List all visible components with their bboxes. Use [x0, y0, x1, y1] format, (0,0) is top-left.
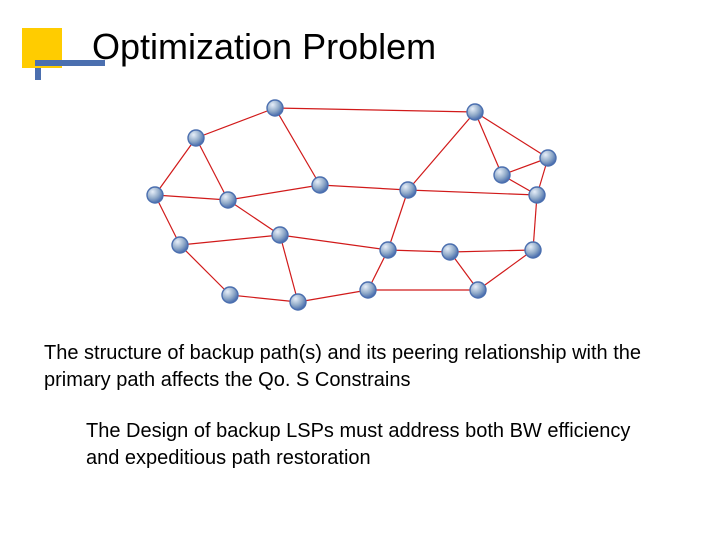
network-edge [280, 235, 298, 302]
network-node [267, 100, 283, 116]
network-node [188, 130, 204, 146]
network-edge [230, 295, 298, 302]
network-node [272, 227, 288, 243]
network-edge [228, 185, 320, 200]
network-node [470, 282, 486, 298]
network-edge [408, 112, 475, 190]
network-node [525, 242, 541, 258]
network-diagram [130, 90, 570, 320]
network-node [290, 294, 306, 310]
network-node [442, 244, 458, 260]
network-edge [478, 250, 533, 290]
network-node [360, 282, 376, 298]
network-edge [155, 195, 228, 200]
network-edge [298, 290, 368, 302]
paragraph-1: The structure of backup path(s) and its … [44, 340, 664, 394]
network-edge [388, 250, 450, 252]
network-edge [475, 112, 548, 158]
network-edge [450, 250, 533, 252]
network-node [400, 182, 416, 198]
network-edge [408, 190, 537, 195]
network-node [380, 242, 396, 258]
network-edge [388, 190, 408, 250]
network-edge [320, 185, 408, 190]
network-edge [180, 245, 230, 295]
paragraph-2: The Design of backup LSPs must address b… [86, 418, 656, 472]
network-node [494, 167, 510, 183]
accent-blue-tick [35, 68, 41, 80]
network-edge [196, 138, 228, 200]
network-edge [155, 138, 196, 195]
network-node [172, 237, 188, 253]
network-edge [280, 235, 388, 250]
network-edge [196, 108, 275, 138]
network-edge [275, 108, 320, 185]
network-edge [228, 200, 280, 235]
network-node [540, 150, 556, 166]
network-edge [475, 112, 502, 175]
network-node [312, 177, 328, 193]
slide-title: Optimization Problem [92, 26, 436, 68]
network-edge [275, 108, 475, 112]
network-node [529, 187, 545, 203]
network-node [147, 187, 163, 203]
network-node [467, 104, 483, 120]
network-node [222, 287, 238, 303]
network-node [220, 192, 236, 208]
network-edge [180, 235, 280, 245]
